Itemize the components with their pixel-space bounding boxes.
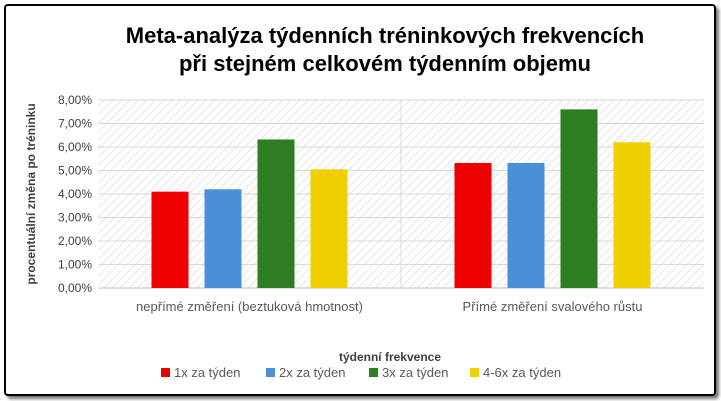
bar-1-category-1 — [151, 191, 189, 288]
chart-title-line-2: při stejném celkovém týdenním objemu — [179, 51, 591, 76]
y-tick-label: 4,00% — [58, 187, 92, 201]
gridlines — [98, 99, 704, 289]
x-category-label: Přímé změření svalového růstu — [463, 299, 643, 314]
legend-item: 3x za týden — [369, 365, 449, 380]
chart-title-line-1: Meta-analýza týdenních tréninkových frek… — [126, 23, 644, 48]
legend-item: 1x za týden — [161, 365, 241, 380]
legend-item: 4-6x za týden — [470, 365, 561, 380]
y-tick-label: 5,00% — [58, 164, 92, 178]
legend-label: 2x za týden — [279, 365, 346, 380]
legend-label: 1x za týden — [174, 365, 241, 380]
bar-4-category-2 — [613, 142, 651, 288]
y-tick-label: 8,00% — [58, 93, 92, 107]
y-tick-label: 0,00% — [58, 281, 92, 295]
bar-2-category-1 — [204, 189, 242, 288]
legend-item: 2x za týden — [266, 365, 346, 380]
bar-3-category-2 — [560, 109, 598, 289]
bar-3-category-1 — [257, 139, 295, 288]
y-tick-label: 1,00% — [58, 258, 92, 272]
y-tick-label: 7,00% — [58, 117, 92, 131]
bar-1-category-2 — [454, 162, 492, 288]
x-axis-categories: nepřímé změření (beztuková hmotnost) Přím… — [136, 299, 642, 314]
bar-2-category-2 — [507, 162, 545, 288]
legend-swatch — [161, 368, 170, 377]
legend-label: 3x za týden — [382, 365, 449, 380]
y-tick-label: 6,00% — [58, 140, 92, 154]
bar-4-category-1 — [310, 169, 348, 288]
y-axis-title: procentuální změna po tréninku — [24, 103, 38, 284]
legend-label: 4-6x za týden — [483, 365, 561, 380]
legend: 1x za týden 2x za týden 3x za týden 4-6x za… — [161, 365, 561, 380]
legend-swatch — [369, 368, 378, 377]
x-axis-title: týdenní frekvence — [339, 350, 441, 364]
y-tick-label: 2,00% — [58, 234, 92, 248]
legend-swatch — [470, 368, 479, 377]
x-category-label: nepřímé změření (beztuková hmotnost) — [136, 299, 363, 314]
bars — [151, 109, 651, 289]
y-axis-ticks: 0,00% 1,00% 2,00% 3,00% 4,00% 5,00% 6,00% 7,00%… — [58, 93, 92, 295]
legend-swatch — [266, 368, 275, 377]
y-tick-label: 3,00% — [58, 211, 92, 225]
